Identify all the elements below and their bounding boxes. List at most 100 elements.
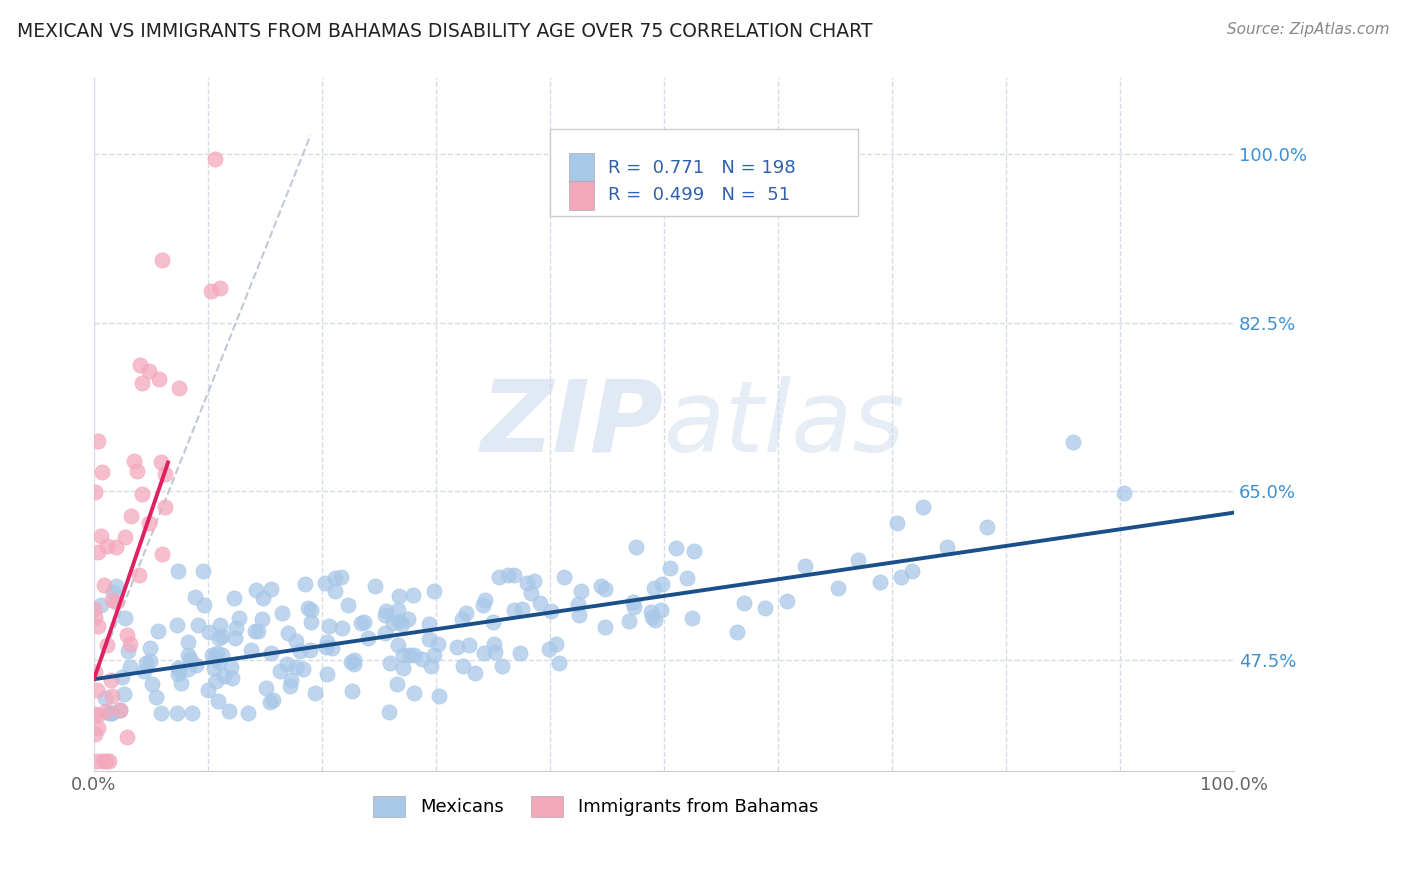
Point (675, 571, 697, 585)
Point (132, 664, 155, 678)
Point (238, 706, 260, 720)
Point (1062, 435, 1084, 450)
Text: ZIP: ZIP (481, 376, 664, 473)
Point (869, 574, 891, 589)
Point (138, 516, 160, 530)
Point (387, 638, 409, 652)
Point (318, 619, 340, 633)
Point (388, 614, 411, 628)
Point (170, 675, 193, 690)
Point (110, 703, 132, 717)
Point (321, 640, 343, 655)
Text: atlas: atlas (664, 376, 905, 473)
Point (323, 584, 346, 599)
Point (100, 673, 122, 688)
Point (135, 656, 157, 670)
Point (538, 642, 561, 657)
Bar (569, 180, 595, 210)
Point (548, 656, 571, 670)
Point (827, 582, 849, 596)
Point (124, 453, 146, 467)
Point (323, 571, 346, 585)
Point (176, 635, 198, 649)
Point (167, 663, 190, 677)
Point (177, 662, 200, 676)
Point (516, 576, 538, 591)
Text: MEXICAN VS IMMIGRANTS FROM BAHAMAS DISABILITY AGE OVER 75 CORRELATION CHART: MEXICAN VS IMMIGRANTS FROM BAHAMAS DISAB… (17, 22, 872, 41)
Point (115, 730, 138, 744)
Point (651, 577, 673, 591)
Point (131, 376, 153, 390)
Point (364, 579, 387, 593)
Text: R =  0.499   N =  51: R = 0.499 N = 51 (607, 186, 790, 204)
Point (184, 590, 207, 604)
Point (484, 645, 506, 659)
Point (418, 632, 440, 647)
Point (204, 650, 226, 665)
Point (208, 655, 231, 669)
Text: R =  0.771   N = 198: R = 0.771 N = 198 (607, 159, 796, 177)
Point (104, 579, 127, 593)
Point (488, 569, 510, 583)
Point (404, 648, 426, 662)
Point (350, 616, 373, 631)
Point (139, 654, 162, 668)
Point (83, 665, 105, 680)
Point (276, 657, 298, 672)
Point (593, 582, 616, 596)
Point (1114, 486, 1136, 500)
Bar (569, 153, 595, 183)
Point (886, 516, 908, 530)
Point (491, 659, 513, 673)
Point (150, 454, 173, 468)
Point (329, 570, 352, 584)
Point (141, 677, 163, 691)
Point (260, 646, 283, 660)
Point (262, 693, 284, 707)
Point (93, 754, 115, 768)
Point (644, 613, 666, 627)
Point (314, 576, 336, 591)
Point (290, 644, 312, 658)
Point (340, 683, 363, 698)
Point (115, 628, 138, 642)
Point (228, 610, 250, 624)
Point (510, 602, 533, 616)
Point (540, 604, 562, 618)
Point (256, 681, 278, 695)
Point (793, 559, 815, 574)
Point (650, 602, 672, 616)
Point (87, 619, 110, 633)
Point (83, 602, 105, 616)
Point (640, 605, 662, 619)
Point (754, 600, 776, 615)
Point (260, 582, 283, 596)
Point (96, 754, 118, 768)
Point (208, 618, 231, 632)
Point (153, 500, 176, 514)
Point (330, 621, 353, 635)
Point (725, 625, 748, 640)
Point (200, 284, 222, 298)
Point (111, 670, 134, 684)
Point (166, 661, 188, 675)
Point (211, 648, 233, 662)
Point (96, 638, 118, 652)
Point (502, 603, 524, 617)
Point (529, 596, 551, 610)
Point (129, 359, 152, 373)
Point (378, 656, 401, 670)
Point (145, 690, 167, 704)
Point (245, 582, 267, 597)
Point (148, 372, 170, 386)
Point (208, 631, 231, 645)
Point (221, 660, 243, 674)
Point (84, 707, 107, 722)
Point (120, 508, 142, 523)
Point (374, 608, 396, 623)
Point (176, 648, 198, 662)
Point (114, 530, 136, 544)
Point (340, 655, 363, 669)
Point (299, 615, 322, 629)
Point (191, 564, 214, 578)
